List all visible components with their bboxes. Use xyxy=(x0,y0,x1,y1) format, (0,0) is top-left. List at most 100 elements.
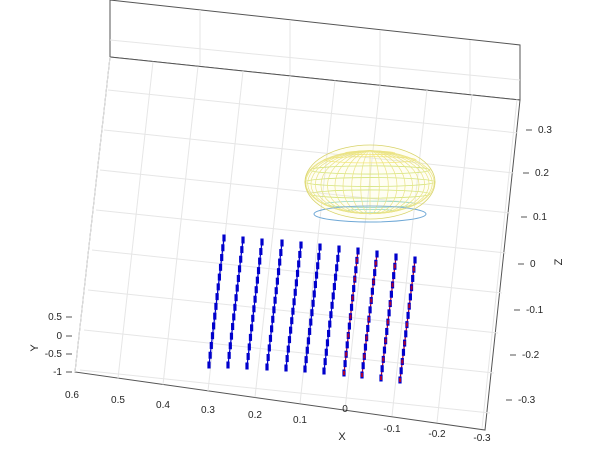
x-axis-ticks: 0.6 0.5 0.4 0.3 0.2 0.1 0 -0.1 -0.2 -0.3 xyxy=(65,390,491,444)
floor-polygon xyxy=(74,56,521,431)
marker-point xyxy=(404,330,408,338)
marker-point xyxy=(280,239,284,247)
marker-point-red xyxy=(374,261,377,266)
marker-point xyxy=(229,332,234,340)
ellipsoid-meridian xyxy=(369,150,389,215)
marker-point xyxy=(394,253,398,261)
marker-point xyxy=(330,301,334,309)
ellipsoid-meridian xyxy=(369,150,406,214)
marker-point-red xyxy=(345,352,348,357)
marker-point xyxy=(286,345,290,353)
ellipsoid-meridian xyxy=(369,150,398,215)
marker-point-red xyxy=(391,282,394,287)
marker-point xyxy=(268,334,273,342)
marker-point xyxy=(387,309,391,317)
marker-point xyxy=(411,274,415,282)
marker-point xyxy=(218,263,223,271)
marker-point xyxy=(304,356,308,364)
marker-point xyxy=(222,234,226,242)
marker-point xyxy=(310,309,314,317)
marker-point xyxy=(236,274,240,282)
marker-point xyxy=(276,268,281,276)
marker-point xyxy=(323,358,327,366)
marker-point xyxy=(216,283,220,291)
marker-point xyxy=(318,243,322,251)
marker-point xyxy=(241,236,245,244)
grid-line-z xyxy=(99,169,511,214)
marker-point xyxy=(265,363,269,371)
ellipsoid-mesh xyxy=(304,144,436,223)
marker-point xyxy=(207,361,211,369)
marker-point xyxy=(331,292,335,300)
grid-line-z xyxy=(79,369,491,414)
marker-point xyxy=(253,295,257,303)
marker-point xyxy=(328,320,332,328)
marker-point xyxy=(285,355,289,363)
marker-point xyxy=(214,302,218,310)
marker-point xyxy=(337,245,341,253)
marker-point xyxy=(366,324,370,332)
marker-point xyxy=(380,365,384,373)
x-tick-label: 0.5 xyxy=(111,395,125,406)
y-tick-label: 0 xyxy=(56,331,62,342)
marker-point xyxy=(311,299,315,307)
marker-point xyxy=(235,284,239,292)
marker-point xyxy=(292,298,296,306)
y-tick-label: -1 xyxy=(53,367,62,378)
marker-point xyxy=(278,258,282,266)
marker-point xyxy=(375,250,379,258)
marker-point xyxy=(324,348,328,356)
marker-point xyxy=(332,283,336,291)
marker-point-red xyxy=(370,298,373,303)
ellipsoid-meridian xyxy=(369,150,413,214)
x-axis-label: X xyxy=(338,431,346,443)
marker-point xyxy=(247,343,251,351)
marker-point xyxy=(370,287,374,295)
marker-point xyxy=(256,267,261,275)
x-tick-label: -0.1 xyxy=(383,424,401,435)
marker-point xyxy=(303,365,307,373)
floor-face xyxy=(74,56,521,431)
marker-point-red xyxy=(389,301,392,306)
z-tick-label: -0.2 xyxy=(522,350,540,361)
ellipsoid-meridian xyxy=(334,150,371,214)
marker-point-red xyxy=(410,285,413,290)
marker-point xyxy=(240,246,244,254)
marker-point-red xyxy=(349,314,352,319)
marker-point xyxy=(299,241,303,249)
marker-point xyxy=(325,339,330,347)
marker-point-red xyxy=(403,341,406,346)
y-axis-ticks: 0.5 0 -0.5 -1 xyxy=(45,312,72,378)
marker-point-red xyxy=(351,295,354,300)
z-tick-label: 0.2 xyxy=(535,168,549,179)
marker-point xyxy=(213,312,217,320)
marker-point xyxy=(290,317,294,325)
marker-point xyxy=(231,323,235,331)
marker-point xyxy=(373,269,377,277)
marker-point xyxy=(289,326,293,334)
x-tick-label: 0.6 xyxy=(65,390,79,401)
marker-point xyxy=(312,290,316,298)
marker-point-red xyxy=(367,317,370,322)
ellipsoid-meridian xyxy=(327,150,371,214)
marker-point xyxy=(356,247,360,255)
ellipsoid-meridian xyxy=(314,150,371,214)
marker-point xyxy=(221,244,225,252)
marker-point xyxy=(208,351,212,359)
marker-point xyxy=(389,290,393,298)
marker-point xyxy=(291,307,295,315)
grid-line-x xyxy=(391,89,428,417)
marker-point xyxy=(297,260,301,268)
y-axis-label: Y xyxy=(29,344,41,352)
marker-point xyxy=(309,318,313,326)
marker-point xyxy=(259,248,263,256)
marker-point xyxy=(306,337,311,345)
marker-point-red xyxy=(365,335,368,340)
marker-point-red xyxy=(363,354,366,359)
x-tick-label: 0.1 xyxy=(293,415,307,426)
marker-point xyxy=(368,306,372,314)
marker-point xyxy=(298,250,302,258)
marker-point xyxy=(352,285,356,293)
marker-point xyxy=(317,252,321,260)
